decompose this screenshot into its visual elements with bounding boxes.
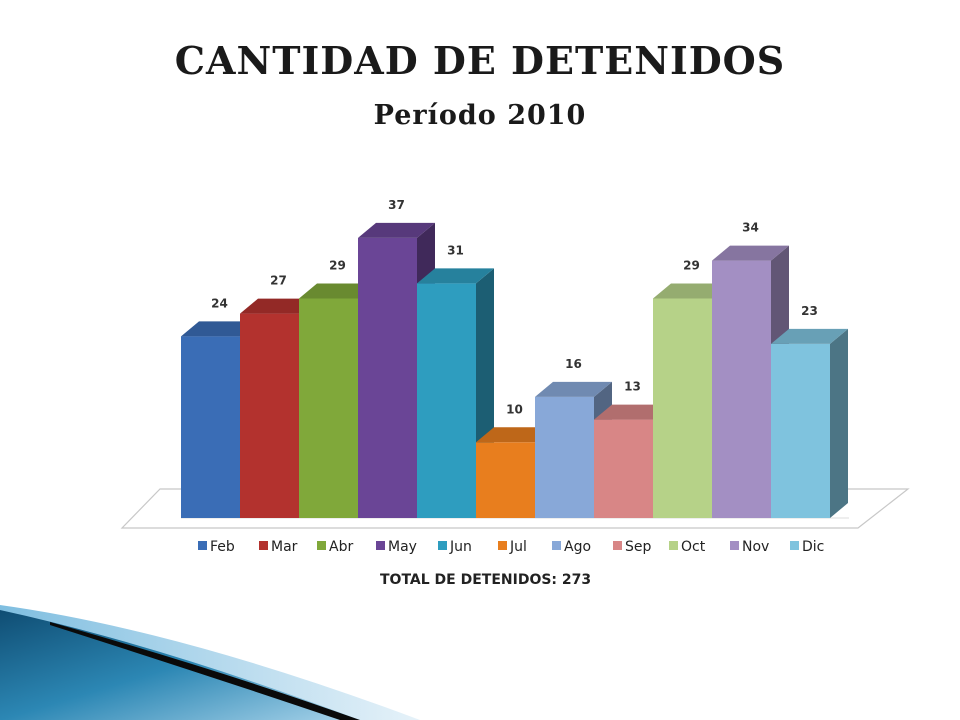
bar-front-face xyxy=(417,283,476,518)
legend-label: Jun xyxy=(449,539,472,555)
legend-swatch xyxy=(552,541,561,550)
bar-top-face xyxy=(181,321,258,337)
total-detainees-note: TOTAL DE DETENIDOS: 273 xyxy=(380,572,592,588)
bar-dic xyxy=(771,328,848,518)
bar-jul xyxy=(476,427,553,518)
bar-front-face xyxy=(712,260,771,518)
data-label-oct: 29 xyxy=(683,258,700,272)
chart-bars xyxy=(181,222,848,518)
data-label-jul: 10 xyxy=(506,402,523,416)
bar-top-face xyxy=(771,328,848,344)
bar-chart: 24 27 29 37 31 10 16 13 29 34 23 Feb Mar Abr May Jun Ju… xyxy=(120,198,910,555)
legend-swatch xyxy=(498,541,507,550)
legend-label: Nov xyxy=(742,539,769,555)
bar-top-face xyxy=(299,283,376,299)
legend-label: Sep xyxy=(625,539,652,555)
legend-swatch xyxy=(198,541,207,550)
bar-top-face xyxy=(417,268,494,284)
legend-label: May xyxy=(388,539,417,555)
legend-item-dic: Dic xyxy=(790,539,824,555)
data-label-sep: 13 xyxy=(624,380,641,394)
bar-front-face xyxy=(771,343,830,518)
legend-swatch xyxy=(730,541,739,550)
legend-item-sep: Sep xyxy=(613,539,652,555)
data-label-nov: 34 xyxy=(742,221,759,235)
chart-legend: Feb Mar Abr May Jun Jul Ago Sep Oct Nov Dic xyxy=(198,539,824,555)
data-label-ago: 16 xyxy=(565,357,582,371)
bar-top-face xyxy=(358,222,435,238)
legend-item-jul: Jul xyxy=(498,539,527,555)
bar-side-face xyxy=(830,328,848,518)
data-label-may: 37 xyxy=(388,198,405,212)
data-label-mar: 27 xyxy=(270,274,287,288)
chart-data-labels: 24 27 29 37 31 10 16 13 29 34 23 xyxy=(211,198,818,416)
legend-label: Oct xyxy=(681,539,706,555)
legend-item-feb: Feb xyxy=(198,539,235,555)
bar-front-face xyxy=(299,298,358,518)
data-label-feb: 24 xyxy=(211,296,228,310)
bar-front-face xyxy=(181,336,240,518)
slide-subtitle: Período 2010 xyxy=(373,100,587,131)
legend-swatch xyxy=(376,541,385,550)
legend-item-jun: Jun xyxy=(438,539,472,555)
bar-front-face xyxy=(358,237,417,518)
bar-top-face xyxy=(653,283,730,299)
bar-top-face xyxy=(712,245,789,261)
legend-item-nov: Nov xyxy=(730,539,769,555)
bar-top-face xyxy=(594,404,671,420)
legend-item-abr: Abr xyxy=(317,539,353,555)
legend-item-oct: Oct xyxy=(669,539,706,555)
legend-item-ago: Ago xyxy=(552,539,591,555)
legend-swatch xyxy=(669,541,678,550)
legend-swatch xyxy=(613,541,622,550)
legend-label: Abr xyxy=(329,539,353,555)
data-label-dic: 23 xyxy=(801,304,818,318)
bar-front-face xyxy=(535,396,594,518)
legend-item-mar: Mar xyxy=(259,539,298,555)
bar-front-face xyxy=(476,442,535,518)
legend-swatch xyxy=(790,541,799,550)
bar-front-face xyxy=(240,313,299,518)
legend-label: Feb xyxy=(210,539,235,555)
legend-swatch xyxy=(259,541,268,550)
bar-top-face xyxy=(240,298,317,314)
bar-front-face xyxy=(653,298,712,518)
legend-label: Mar xyxy=(271,539,298,555)
legend-label: Dic xyxy=(802,539,824,555)
bar-top-face xyxy=(476,427,553,443)
slide-title: CANTIDAD DE DETENIDOS xyxy=(174,38,786,83)
legend-item-may: May xyxy=(376,539,417,555)
bar-front-face xyxy=(594,419,653,518)
data-label-jun: 31 xyxy=(447,243,464,257)
legend-label: Jul xyxy=(509,539,527,555)
data-label-abr: 29 xyxy=(329,258,346,272)
bar-top-face xyxy=(535,381,612,397)
corner-decoration xyxy=(0,605,420,720)
legend-swatch xyxy=(317,541,326,550)
legend-label: Ago xyxy=(564,539,591,555)
legend-swatch xyxy=(438,541,447,550)
